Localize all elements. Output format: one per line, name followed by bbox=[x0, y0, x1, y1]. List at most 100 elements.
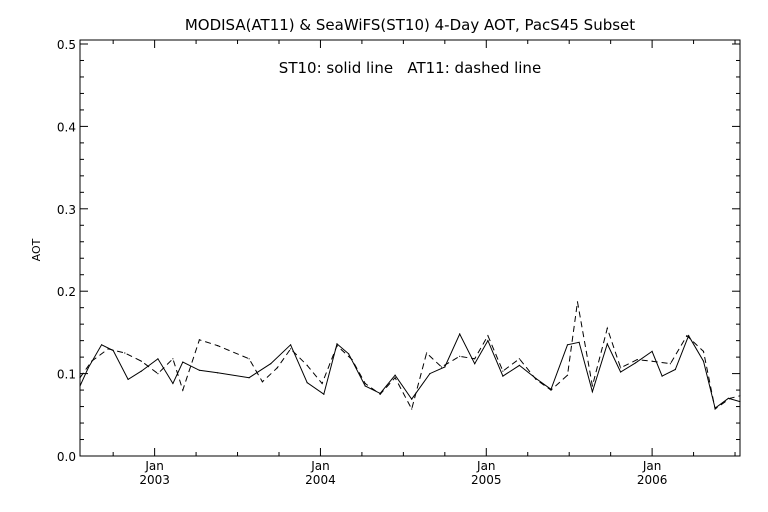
y-tick-label: 0.1 bbox=[57, 368, 76, 382]
data-point-at11 bbox=[636, 359, 638, 361]
data-point-st10 bbox=[270, 363, 272, 365]
data-point-at11 bbox=[379, 393, 381, 395]
data-point-at11 bbox=[172, 358, 174, 360]
data-point-at11 bbox=[261, 381, 263, 383]
data-point-st10 bbox=[429, 373, 431, 375]
data-point-at11 bbox=[651, 360, 653, 362]
plot-frame bbox=[79, 39, 741, 457]
y-tick-label: 0.4 bbox=[57, 120, 76, 134]
data-point-st10 bbox=[727, 397, 730, 399]
data-point-st10 bbox=[394, 374, 396, 376]
data-point-st10 bbox=[739, 401, 741, 403]
data-point-st10 bbox=[323, 393, 325, 395]
data-point-st10 bbox=[444, 366, 446, 368]
data-point-at11 bbox=[198, 339, 200, 341]
data-point-at11 bbox=[394, 377, 396, 379]
data-point-st10 bbox=[248, 377, 250, 379]
data-point-st10 bbox=[87, 367, 89, 369]
y-tick-label: 0.2 bbox=[57, 285, 76, 299]
data-point-at11 bbox=[217, 345, 219, 347]
data-point-st10 bbox=[487, 340, 489, 342]
data-point-at11 bbox=[620, 367, 622, 369]
data-point-st10 bbox=[336, 343, 338, 345]
data-point-st10 bbox=[674, 368, 676, 371]
data-point-st10 bbox=[459, 333, 461, 335]
data-point-st10 bbox=[502, 375, 504, 377]
data-point-st10 bbox=[702, 360, 705, 362]
data-point-st10 bbox=[157, 358, 159, 360]
chart-title: MODISA(AT11) & SeaWiFS(ST10) 4-Day AOT, … bbox=[185, 16, 635, 34]
data-point-st10 bbox=[566, 344, 569, 346]
data-point-at11 bbox=[576, 301, 579, 303]
data-point-at11 bbox=[729, 397, 731, 399]
data-point-st10 bbox=[634, 362, 637, 364]
data-point-at11 bbox=[140, 360, 142, 362]
x-tick-year-label: 2005 bbox=[471, 473, 502, 487]
data-point-st10 bbox=[474, 363, 476, 365]
data-point-st10 bbox=[578, 341, 580, 343]
data-point-at11 bbox=[426, 352, 428, 354]
data-point-at11 bbox=[306, 364, 308, 366]
data-point-at11 bbox=[276, 367, 278, 369]
y-tick-label: 0.3 bbox=[57, 203, 76, 217]
data-point-st10 bbox=[290, 344, 292, 346]
x-tick-month-label: Jan bbox=[144, 459, 164, 473]
data-point-at11 bbox=[702, 350, 705, 352]
data-point-st10 bbox=[348, 353, 350, 355]
x-tick-year-label: 2004 bbox=[305, 473, 336, 487]
data-point-at11 bbox=[669, 363, 672, 365]
data-point-at11 bbox=[364, 382, 366, 385]
data-point-st10 bbox=[688, 335, 690, 337]
data-point-at11 bbox=[79, 377, 81, 379]
data-point-at11 bbox=[606, 327, 608, 329]
x-tick-month-label: Jan bbox=[310, 459, 330, 473]
legend-annotation: ST10: solid line AT11: dashed line bbox=[279, 59, 541, 77]
data-point-st10 bbox=[79, 385, 81, 387]
series-line-at11 bbox=[79, 301, 741, 411]
data-point-at11 bbox=[502, 370, 504, 372]
data-point-at11 bbox=[686, 335, 688, 337]
data-point-at11 bbox=[487, 335, 489, 337]
data-point-at11 bbox=[290, 348, 292, 350]
data-point-at11 bbox=[321, 382, 323, 385]
data-point-at11 bbox=[336, 345, 338, 347]
data-point-st10 bbox=[306, 382, 308, 384]
y-axis: 0.0 0.1 0.2 0.3 0.4 0.5 bbox=[57, 38, 740, 464]
data-point-st10 bbox=[182, 361, 184, 363]
x-tick-month-label: Jan bbox=[642, 459, 662, 473]
data-point-at11 bbox=[518, 358, 521, 360]
data-point-at11 bbox=[474, 358, 476, 360]
y-tick-label: 0.5 bbox=[57, 38, 76, 52]
data-point-st10 bbox=[172, 382, 174, 385]
data-point-st10 bbox=[411, 398, 413, 400]
data-point-st10 bbox=[518, 364, 521, 366]
data-point-at11 bbox=[550, 389, 552, 391]
x-tick-month-label: Jan bbox=[476, 459, 496, 473]
data-point-st10 bbox=[651, 350, 653, 352]
data-point-at11 bbox=[124, 352, 126, 354]
x-tick-year-label: 2003 bbox=[139, 473, 170, 487]
series-line-st10 bbox=[79, 332, 741, 410]
data-point-st10 bbox=[140, 370, 142, 372]
data-point-at11 bbox=[351, 359, 353, 361]
data-point-st10 bbox=[101, 344, 103, 346]
data-point-st10 bbox=[620, 371, 622, 373]
y-tick-label: 0.0 bbox=[57, 450, 76, 464]
data-point-at11 bbox=[535, 378, 537, 380]
data-point-st10 bbox=[591, 391, 594, 393]
data-point-at11 bbox=[566, 374, 569, 376]
data-point-at11 bbox=[182, 389, 184, 391]
data-point-at11 bbox=[459, 355, 461, 357]
data-point-st10 bbox=[198, 369, 200, 371]
y-axis-label: AOT bbox=[30, 238, 43, 261]
x-tick-year-label: 2006 bbox=[637, 473, 668, 487]
data-point-at11 bbox=[157, 373, 159, 375]
series-layer bbox=[79, 301, 741, 411]
data-point-at11 bbox=[248, 358, 250, 360]
data-point-at11 bbox=[91, 360, 93, 362]
data-point-st10 bbox=[217, 372, 219, 374]
data-point-st10 bbox=[606, 343, 608, 345]
data-point-at11 bbox=[107, 348, 109, 350]
